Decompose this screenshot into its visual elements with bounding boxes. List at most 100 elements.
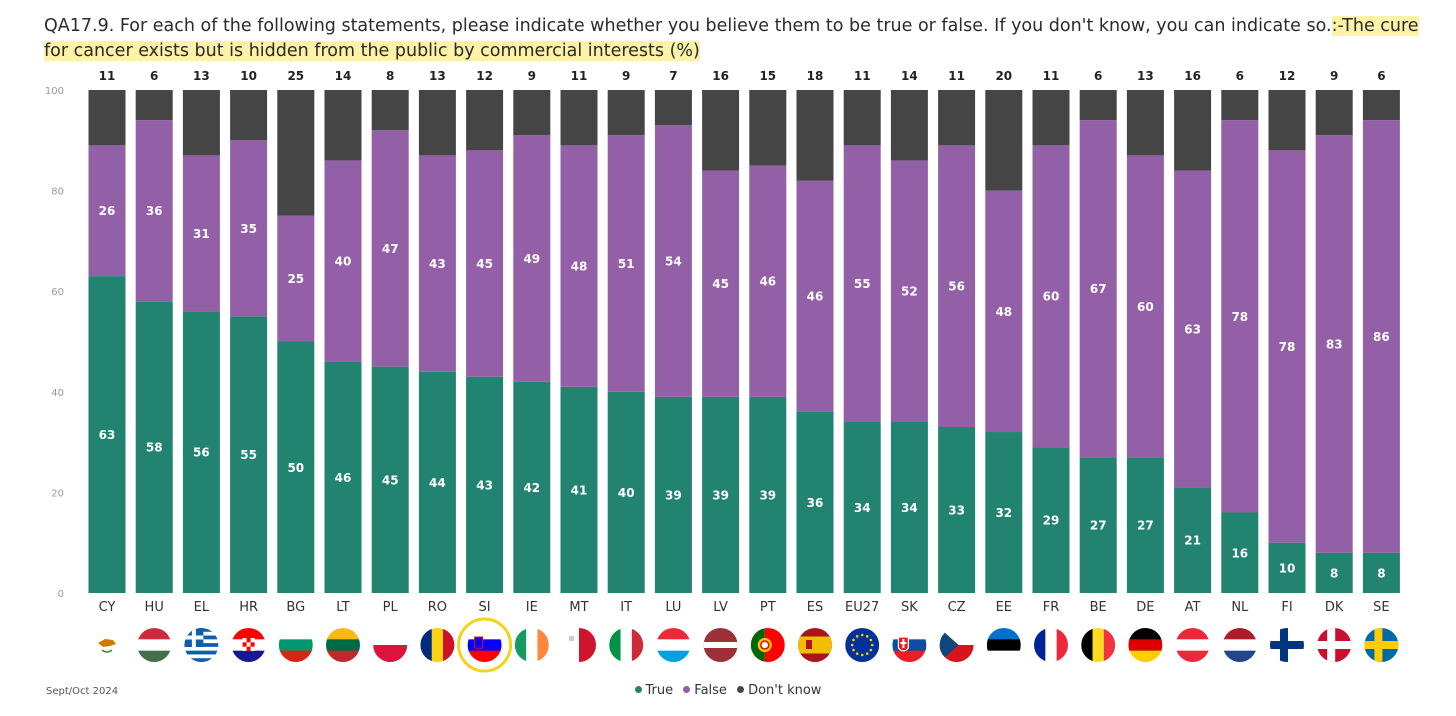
data-label-false: 46 — [807, 290, 824, 304]
bar-segment-true — [1032, 447, 1070, 593]
data-label-false: 25 — [287, 272, 304, 286]
data-label-false: 52 — [901, 285, 918, 299]
x-tick-label: LT — [336, 600, 349, 615]
flag-cyprus — [90, 628, 124, 662]
data-label-true: 40 — [618, 486, 635, 500]
x-tick-label: HU — [145, 600, 164, 615]
bar-segment-dont-know — [1315, 90, 1353, 136]
legend: True False Don't know — [0, 683, 1456, 698]
data-label-dont-know: 13 — [1137, 69, 1154, 83]
bar-segment-true — [88, 276, 126, 593]
bar-segment-false — [938, 145, 976, 428]
bar-segment-true — [1174, 487, 1212, 593]
bar-segment-false — [324, 160, 362, 362]
flag-austria — [1175, 628, 1210, 662]
flag-hungary — [137, 628, 172, 662]
x-tick-label: BG — [286, 600, 305, 615]
flag-portugal — [750, 628, 785, 662]
bar-segment-dont-know — [418, 90, 456, 156]
flag-malta — [562, 628, 596, 662]
x-tick-label: RO — [428, 600, 447, 615]
bar-segment-true — [1126, 457, 1164, 593]
flag-european-union — [845, 628, 880, 662]
data-label-false: 63 — [1184, 322, 1201, 336]
bar-segment-dont-know — [938, 90, 976, 146]
bar-segment-true — [607, 391, 645, 593]
flag-czechia — [939, 628, 974, 662]
bar-segment-true — [466, 376, 504, 593]
data-label-dont-know: 16 — [712, 69, 729, 83]
y-tick-label: 80 — [51, 187, 64, 198]
bar-segment-false — [1362, 120, 1400, 553]
bars: 63 26 58 36 56 31 55 35 50 25 46 40 45 47 44 43 43 45 42 49… — [88, 90, 1400, 593]
data-label-false: 86 — [1373, 330, 1390, 344]
flag-ireland — [514, 628, 549, 662]
bar-segment-false — [1315, 135, 1353, 553]
x-tick-label: FR — [1043, 600, 1060, 615]
x-tick-label: SI — [479, 600, 491, 615]
bar-segment-dont-know — [1174, 90, 1212, 171]
data-label-true: 34 — [901, 501, 918, 515]
data-label-true: 44 — [429, 476, 446, 490]
data-label-true: 16 — [1231, 546, 1248, 560]
x-tick-label: SE — [1373, 600, 1389, 615]
bar-segment-dont-know — [324, 90, 362, 161]
y-tick-label: 0 — [58, 589, 64, 600]
bar-segment-true — [1315, 552, 1353, 593]
bar-segment-true — [135, 301, 173, 593]
data-label-dont-know: 7 — [669, 69, 677, 83]
data-label-false: 55 — [854, 277, 871, 291]
data-label-false: 43 — [429, 257, 446, 271]
bar-segment-true — [749, 396, 787, 593]
x-tick-label: CZ — [948, 600, 966, 615]
bar-segment-false — [749, 165, 787, 397]
data-label-true: 8 — [1377, 566, 1385, 580]
data-label-dont-know: 25 — [287, 69, 304, 83]
bar-segment-false — [796, 180, 834, 412]
flag-denmark — [1317, 628, 1352, 662]
flag-slovakia — [892, 628, 927, 662]
bar-segment-dont-know — [654, 90, 692, 126]
bar-segment-dont-know — [1268, 90, 1306, 151]
data-label-false: 51 — [618, 257, 635, 271]
legend-swatch-true — [634, 686, 642, 693]
data-label-dont-know: 11 — [99, 69, 116, 83]
x-tick-label: LV — [713, 600, 728, 615]
data-label-false: 31 — [193, 227, 210, 241]
data-label-false: 40 — [335, 255, 352, 269]
bar-segment-false — [182, 155, 220, 312]
dont-know-top-labels: 11 6 13 10 25 14 8 13 12 9 11 9 7 16 15 18 11 14 11 20 11 6 13… — [99, 69, 1386, 83]
bar-segment-false — [1221, 120, 1259, 513]
legend-label-true: True — [645, 683, 674, 698]
bar-segment-dont-know — [749, 90, 787, 166]
flag-france — [1034, 628, 1068, 662]
bar-segment-false — [230, 140, 268, 317]
data-label-false: 46 — [759, 275, 776, 289]
bar-segment-true — [985, 432, 1023, 593]
bar-segment-true — [1221, 512, 1259, 593]
y-tick-label: 40 — [51, 388, 64, 399]
source-note: Sept/Oct 2024 — [46, 686, 119, 697]
flag-poland — [373, 628, 408, 662]
data-label-true: 33 — [948, 504, 965, 518]
data-label-true: 63 — [99, 428, 116, 442]
data-label-true: 10 — [1279, 561, 1296, 575]
bar-segment-false — [513, 135, 551, 382]
legend-item-true: True — [634, 683, 674, 698]
x-tick-label: CY — [99, 600, 116, 615]
data-label-true: 27 — [1090, 519, 1107, 533]
bar-segment-false — [985, 190, 1023, 433]
highlight-circle — [457, 617, 513, 673]
data-label-true: 36 — [807, 496, 824, 510]
flag-estonia — [986, 628, 1021, 662]
data-label-false: 36 — [146, 204, 163, 218]
x-tick-label: DK — [1325, 600, 1344, 615]
data-label-dont-know: 11 — [948, 69, 965, 83]
x-tick-label: BE — [1090, 600, 1107, 615]
legend-item-false: False — [683, 683, 727, 698]
data-label-dont-know: 6 — [1377, 69, 1385, 83]
data-label-dont-know: 12 — [476, 69, 493, 83]
data-label-dont-know: 14 — [901, 69, 918, 83]
bar-segment-false — [371, 130, 409, 367]
title-question: QA17.9. For each of the following statem… — [44, 16, 1332, 36]
